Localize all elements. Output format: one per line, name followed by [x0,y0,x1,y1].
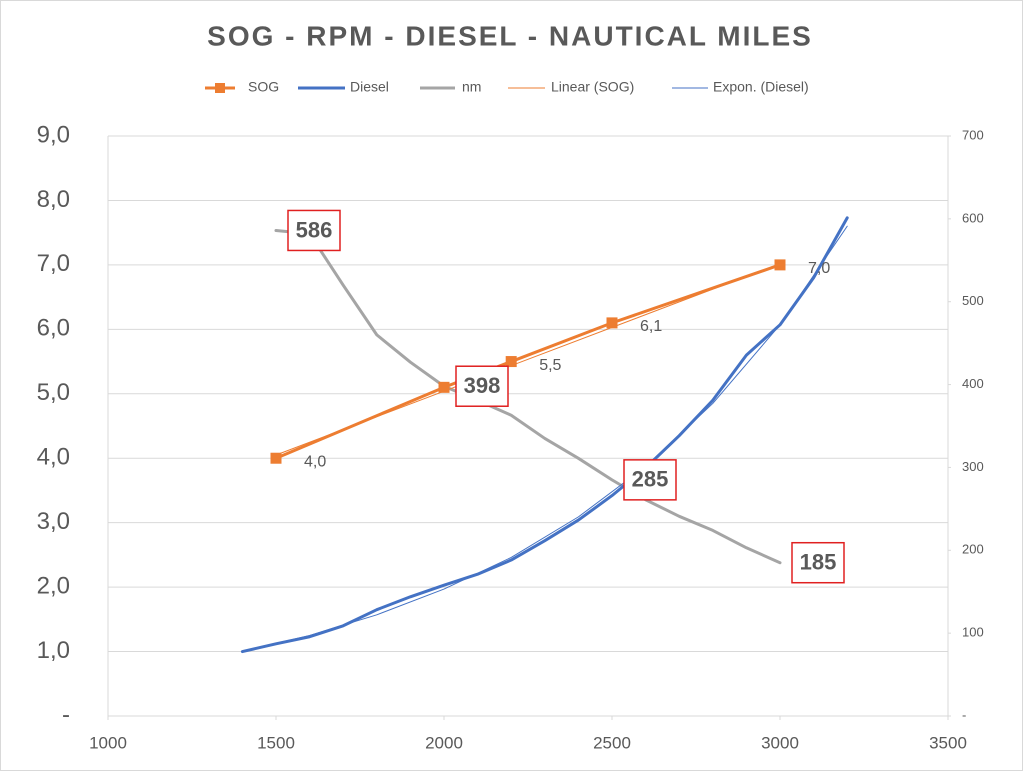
data-label: 398 [464,373,501,398]
x-tick-label: 3500 [929,733,967,752]
series-line [274,228,782,565]
y2-tick-label: - [962,707,966,722]
y2-tick-label: 500 [962,293,984,308]
x-tick-label: 2500 [593,733,631,752]
x-tick-label: 2000 [425,733,463,752]
data-label: 285 [632,467,669,492]
data-label: 7,0 [808,260,830,277]
y-tick-label: - [62,701,70,728]
y-tick-label: 9,0 [37,121,70,148]
series-line [241,225,848,653]
data-label-box [791,541,845,584]
data-label-box [623,459,677,501]
legend-label: Linear (SOG) [551,79,634,95]
y-tick-label: 7,0 [37,250,70,277]
data-label: 6,1 [640,318,662,335]
y2-tick-label: 600 [962,210,984,225]
data-label: 586 [296,217,333,242]
data-label: 5,5 [539,357,561,374]
x-tick-label: 1000 [89,733,127,752]
chart-title: SOG - RPM - DIESEL - NAUTICAL MILES [207,20,813,51]
y2-tick-label: 100 [962,625,984,640]
legend-label: SOG [248,79,279,95]
y2-tick-label: 200 [962,542,984,557]
y2-tick-label: 400 [962,376,984,391]
y-tick-label: 3,0 [37,508,70,535]
y-tick-label: 5,0 [37,379,70,406]
legend-label: nm [462,79,481,95]
series-line [240,216,849,654]
y2-tick-label: 300 [962,459,984,474]
marker [505,356,517,368]
legend-label: Diesel [350,79,389,95]
marker [438,381,450,393]
x-tick-label: 3000 [761,733,799,752]
y-tick-label: 2,0 [37,572,70,599]
y2-tick-label: 700 [962,127,984,142]
marker [270,452,282,464]
marker [774,259,786,271]
legend-marker [215,83,225,93]
data-label-box [287,209,341,252]
y-tick-label: 6,0 [37,315,70,342]
data-label: 185 [800,550,837,575]
y-tick-label: 1,0 [37,637,70,664]
data-label-box [455,365,509,407]
marker [606,317,618,329]
y-tick-label: 4,0 [37,444,70,471]
data-label: 4,0 [304,453,326,470]
y-tick-label: 8,0 [37,186,70,213]
legend-label: Expon. (Diesel) [713,79,809,95]
x-tick-label: 1500 [257,733,295,752]
